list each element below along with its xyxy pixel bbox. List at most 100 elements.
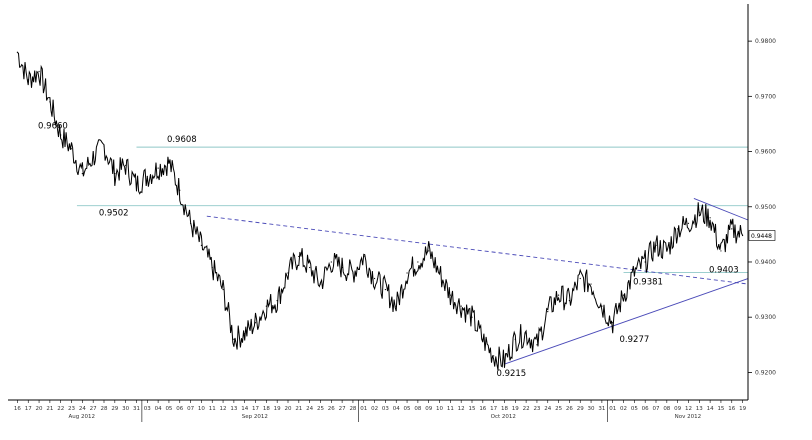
daily-close-point xyxy=(49,101,51,103)
daily-close-point xyxy=(309,266,311,269)
x-tick-label: 30 xyxy=(122,406,129,412)
daily-close-point xyxy=(644,261,646,263)
x-tick-label: 12 xyxy=(220,406,227,412)
price-series xyxy=(16,51,744,371)
x-tick-label: 28 xyxy=(349,406,356,412)
month-label: Nov 2012 xyxy=(675,414,701,420)
x-tick-label: 20 xyxy=(285,406,292,412)
daily-close-point xyxy=(27,79,29,81)
x-tick-label: 11 xyxy=(447,406,454,412)
daily-close-point xyxy=(179,189,181,191)
y-tick-label: 0.9700 xyxy=(755,93,776,100)
daily-close-point xyxy=(70,148,73,150)
daily-close-point xyxy=(633,272,635,274)
daily-close-point xyxy=(677,228,679,230)
x-tick-label: 09 xyxy=(674,406,681,412)
x-tick-label: 15 xyxy=(469,406,476,412)
x-tick-label: 21 xyxy=(46,406,53,412)
x-tick-label: 30 xyxy=(588,406,595,412)
y-tick-label: 0.9600 xyxy=(755,149,776,156)
annotation-label: 0.9381 xyxy=(633,277,663,287)
daily-close-point xyxy=(222,288,224,291)
daily-close-point xyxy=(330,261,332,263)
x-tick-label: 27 xyxy=(90,406,97,412)
x-tick-label: 05 xyxy=(165,406,172,412)
x-tick-label: 06 xyxy=(642,406,649,412)
y-tick-label: 0.9500 xyxy=(755,204,776,211)
trend-lines xyxy=(206,198,749,365)
x-tick-label: 08 xyxy=(663,406,670,412)
x-tick-label: 02 xyxy=(371,406,378,412)
daily-close-point xyxy=(189,222,192,224)
daily-close-point xyxy=(125,164,127,166)
daily-close-point xyxy=(503,360,506,362)
x-tick-label: 23 xyxy=(533,406,540,412)
x-tick-label: 17 xyxy=(252,406,259,412)
x-tick-label: 13 xyxy=(696,406,703,412)
x-tick-label: 18 xyxy=(263,406,270,412)
annotation-label: 0.9660 xyxy=(38,121,68,131)
daily-close-point xyxy=(536,344,538,346)
daily-close-point xyxy=(244,333,246,335)
daily-close-point xyxy=(168,161,170,164)
daily-close-point xyxy=(319,283,322,285)
x-tick-label: 27 xyxy=(339,406,346,412)
price-line xyxy=(17,52,744,371)
x-tick-label: 02 xyxy=(620,406,627,412)
daily-close-point xyxy=(698,211,700,213)
daily-close-point xyxy=(557,294,560,296)
daily-close-point xyxy=(579,277,581,280)
daily-close-point xyxy=(16,51,19,53)
month-label: Oct 2012 xyxy=(491,414,516,420)
x-tick-label: 07 xyxy=(653,406,660,412)
daily-close-point xyxy=(547,311,549,313)
daily-close-point xyxy=(460,305,462,307)
daily-close-point xyxy=(428,250,430,252)
x-tick-label: 19 xyxy=(274,406,281,412)
daily-close-point xyxy=(720,250,722,252)
daily-close-point xyxy=(612,322,614,324)
last-value-label: 0.9448 xyxy=(751,233,772,240)
daily-close-point xyxy=(60,134,62,136)
x-tick-label: 31 xyxy=(598,406,605,412)
daily-close-point xyxy=(525,333,527,335)
x-tick-label: 01 xyxy=(360,406,367,412)
y-tick-label: 0.9400 xyxy=(755,259,776,266)
x-tick-label: 24 xyxy=(306,406,313,412)
daily-close-point xyxy=(493,355,495,357)
daily-close-point xyxy=(298,255,300,258)
x-tick-label: 20 xyxy=(36,406,43,412)
horizontal-levels xyxy=(76,146,748,273)
x-tick-label: 29 xyxy=(577,406,584,412)
daily-close-point xyxy=(103,145,105,147)
x-tick-label: 16 xyxy=(14,406,21,412)
x-tick-label: 12 xyxy=(458,406,465,412)
x-tick-label: 19 xyxy=(512,406,519,412)
x-tick-label: 07 xyxy=(187,406,194,412)
x-tick-label: 12 xyxy=(685,406,692,412)
x-tick-label: 28 xyxy=(101,406,108,412)
y-tick-label: 0.9300 xyxy=(755,314,776,321)
x-tick-label: 15 xyxy=(717,406,724,412)
x-tick-label: 16 xyxy=(728,406,735,412)
x-tick-label: 22 xyxy=(523,406,530,412)
daily-close-point xyxy=(233,338,235,340)
x-tick-label: 26 xyxy=(328,406,335,412)
x-tick-label: 04 xyxy=(393,406,400,412)
daily-close-point xyxy=(655,244,657,247)
x-tick-label: 09 xyxy=(425,406,432,412)
x-tick-label: 01 xyxy=(609,406,616,412)
daily-close-point xyxy=(395,305,397,307)
x-tick-label: 10 xyxy=(198,406,205,412)
x-tick-label: 13 xyxy=(230,406,237,412)
annotation-label: 0.9502 xyxy=(99,209,129,219)
month-label: Aug 2012 xyxy=(69,414,96,420)
month-label: Sep 2012 xyxy=(242,414,268,420)
daily-close-point xyxy=(373,277,376,280)
x-tick-label: 05 xyxy=(404,406,411,412)
daily-close-point xyxy=(363,255,365,258)
x-tick-label: 14 xyxy=(707,406,714,412)
daily-close-point xyxy=(514,338,516,340)
x-tick-label: 17 xyxy=(25,406,32,412)
